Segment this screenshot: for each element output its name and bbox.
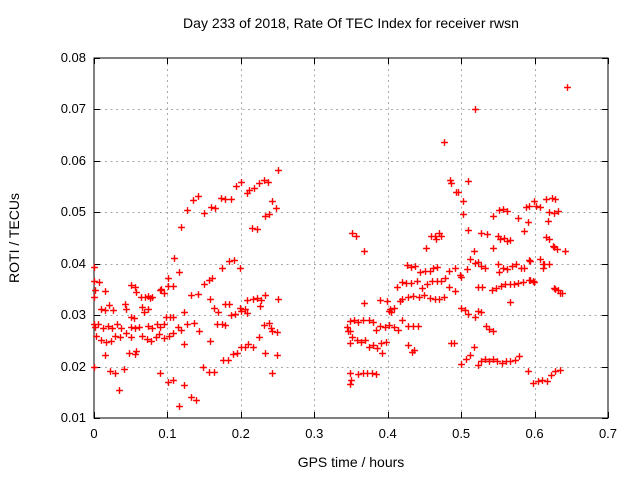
plot-border (93, 57, 609, 419)
y-tick-label: 0.08 (60, 50, 86, 65)
x-tick-label: 0.1 (158, 426, 177, 441)
y-tick-label: 0.02 (60, 358, 86, 374)
axis-ticks (94, 58, 609, 419)
x-tick-label: 0.5 (452, 426, 471, 441)
y-tick-label: 0.05 (60, 204, 86, 220)
y-tick-label: 0.07 (60, 101, 86, 117)
x-tick-label: 0.6 (525, 426, 544, 441)
chart-title: Day 233 of 2018, Rate Of TEC Index for r… (183, 15, 519, 31)
y-tick-label: 0.06 (60, 152, 86, 168)
x-tick-label: 0.4 (378, 426, 397, 441)
y-tick-label: 0.01 (60, 410, 86, 425)
x-tick-label: 0.2 (231, 426, 250, 441)
y-tick-label: 0.03 (60, 307, 86, 323)
scatter-points (91, 84, 571, 410)
y-tick-label: 0.04 (60, 255, 86, 271)
x-tick-label: 0.7 (598, 426, 618, 441)
x-tick-label: 0 (90, 426, 98, 441)
x-tick-label: 0.3 (305, 426, 324, 441)
grid-lines (94, 58, 608, 418)
x-axis-label: GPS time / hours (297, 454, 405, 470)
